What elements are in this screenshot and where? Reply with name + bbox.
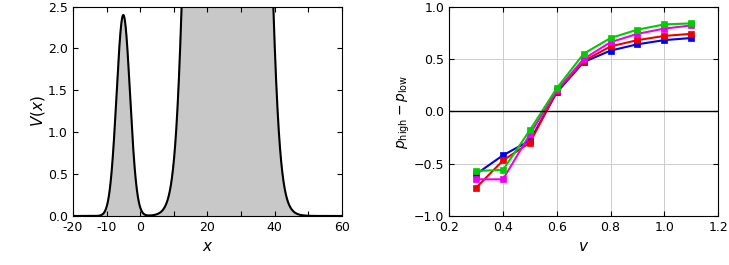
Y-axis label: $V(x)$: $V(x)$: [28, 95, 47, 127]
X-axis label: $v$: $v$: [578, 239, 589, 254]
X-axis label: $x$: $x$: [201, 239, 213, 254]
Y-axis label: $p_{\rm high} - p_{\rm low}$: $p_{\rm high} - p_{\rm low}$: [396, 74, 413, 149]
